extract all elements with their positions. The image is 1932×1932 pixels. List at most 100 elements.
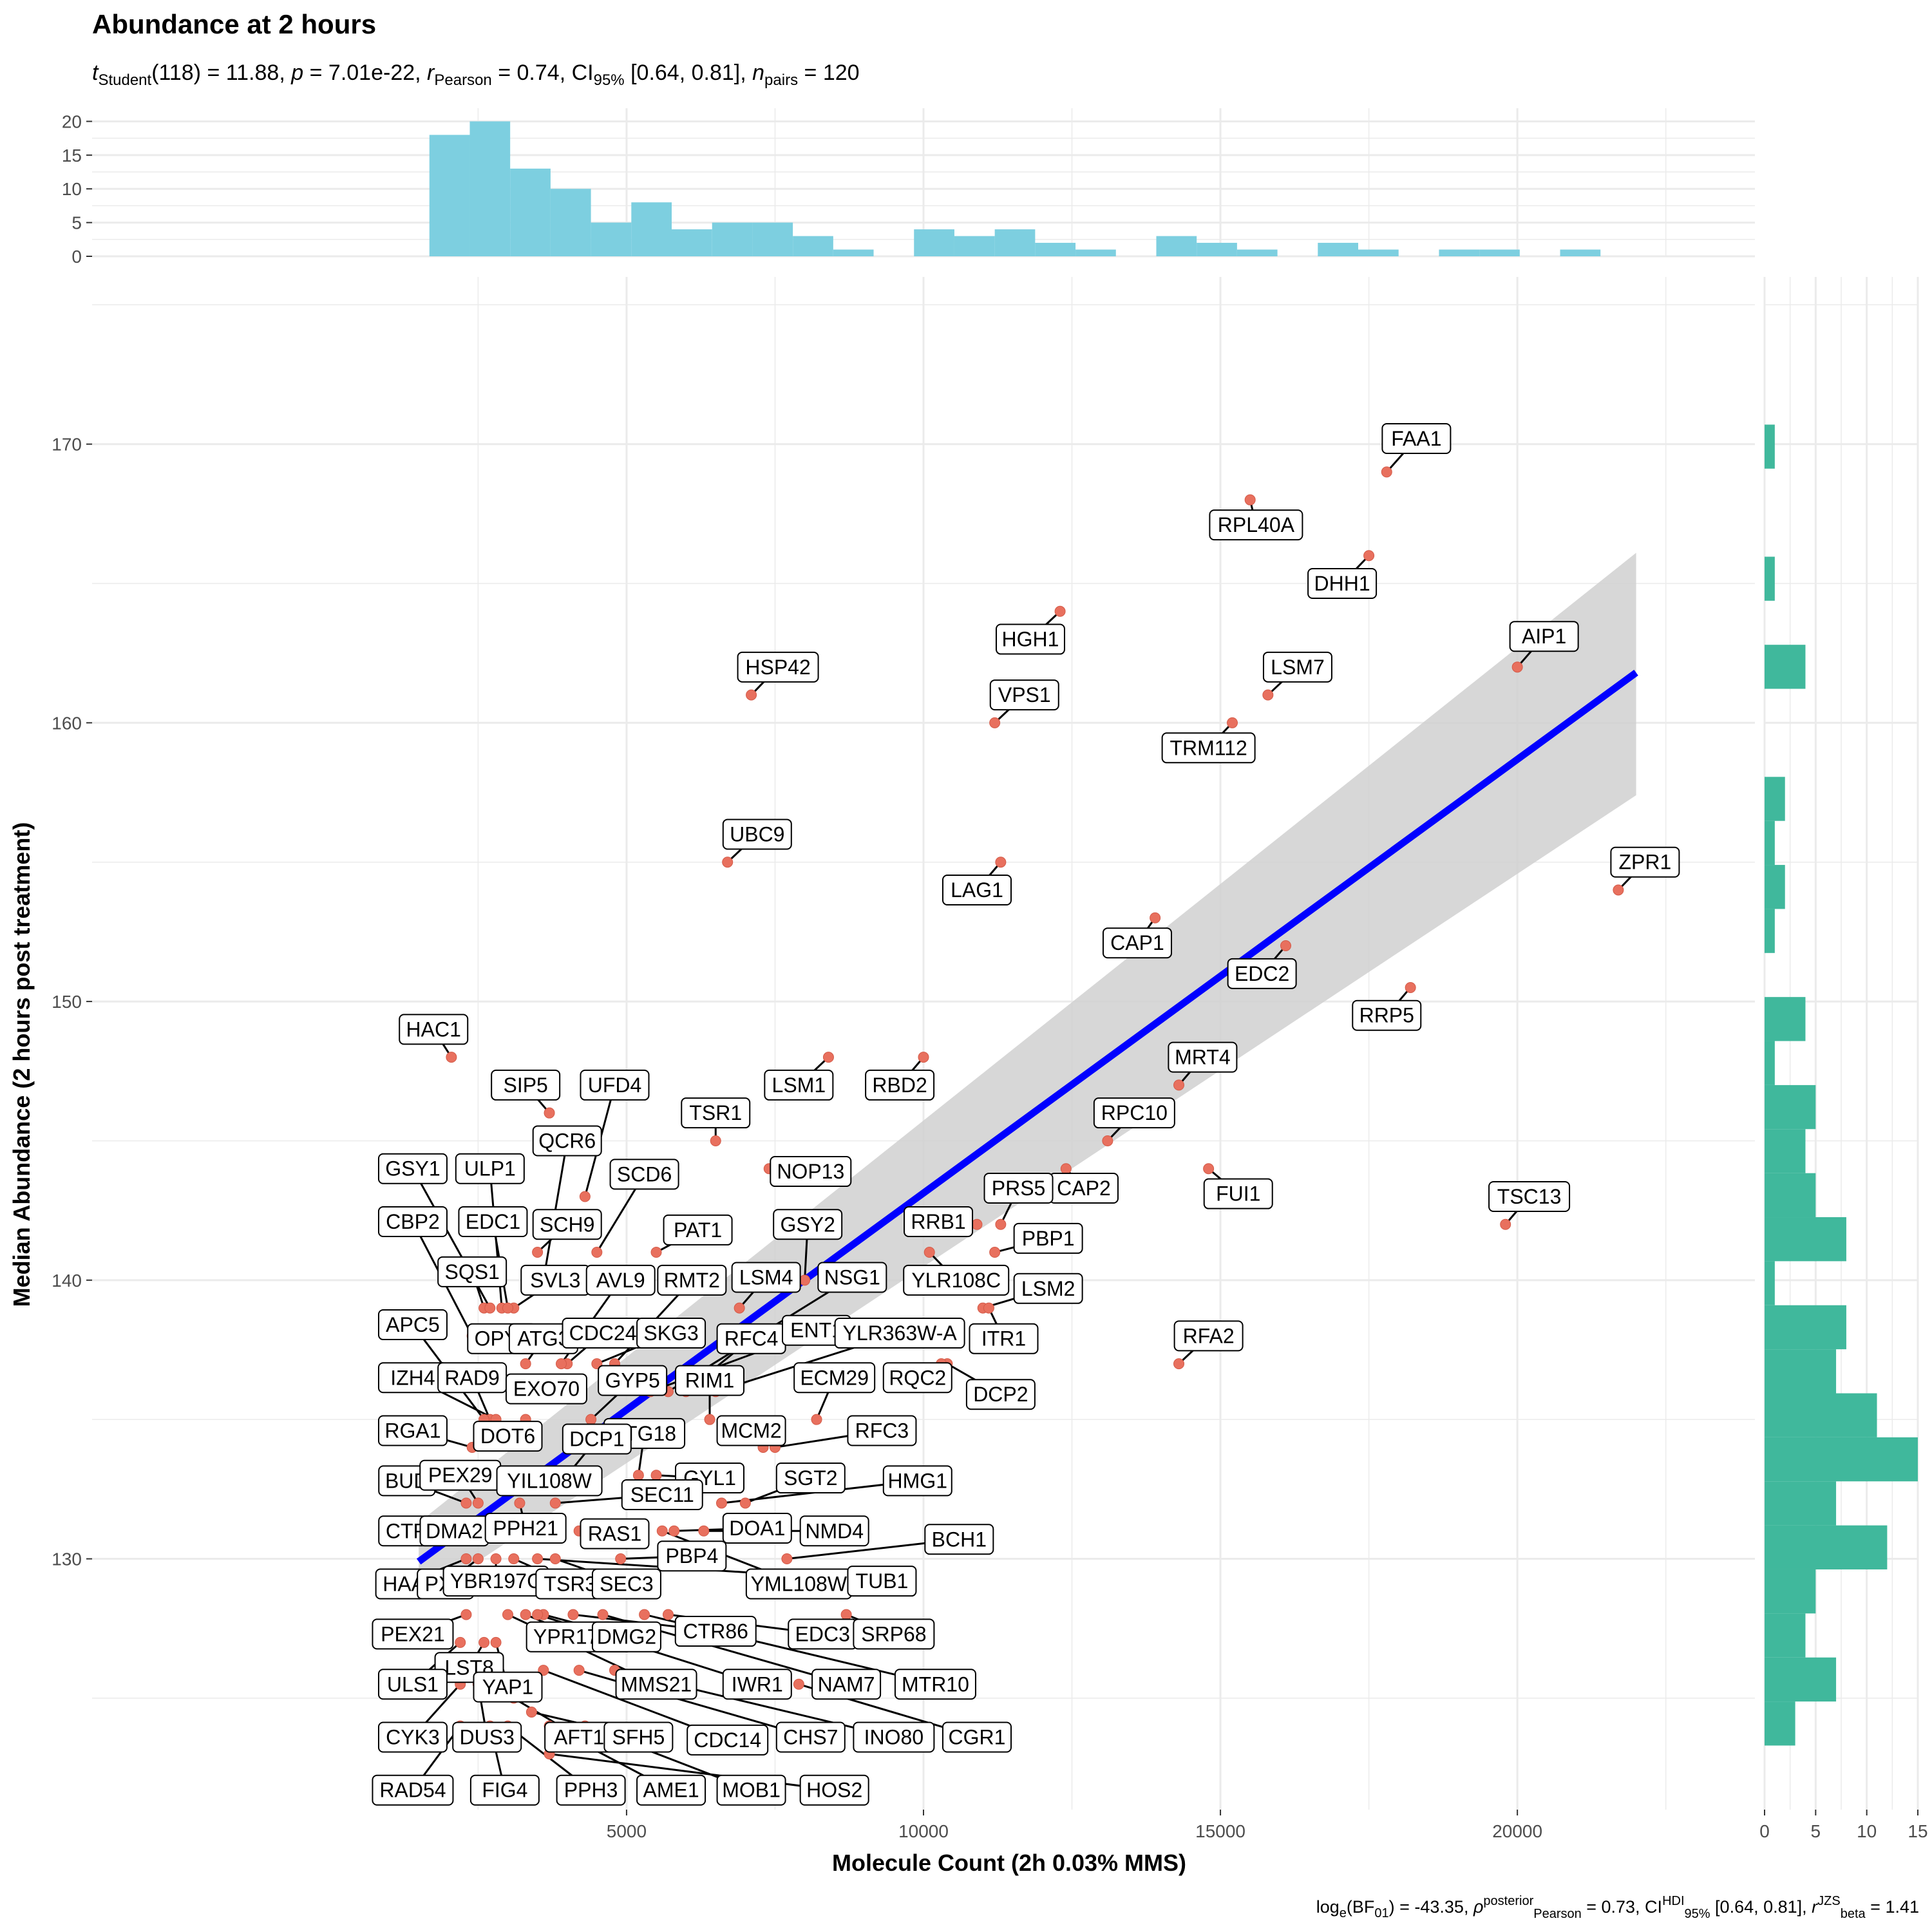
point-label: EDC1 — [458, 1206, 528, 1237]
point-label-box — [615, 1669, 697, 1700]
regression-line — [416, 670, 1638, 1565]
point-label-box — [455, 1153, 525, 1184]
point-label-box — [799, 1515, 869, 1547]
data-point — [455, 1636, 466, 1648]
point-label: SKG3 — [636, 1318, 706, 1349]
data-point — [478, 1636, 490, 1648]
point-label: SRP68 — [853, 1618, 935, 1650]
point-label-box — [372, 1618, 454, 1650]
point-label-text: CDC24 — [569, 1321, 637, 1345]
x-tick-label: 10000 — [898, 1821, 949, 1841]
point-label-box — [598, 1365, 668, 1396]
point-label-box — [591, 1621, 661, 1653]
point-label: CHS7 — [775, 1721, 846, 1753]
right-hist-bar — [1765, 1084, 1816, 1130]
point-label: PPH21 — [484, 1512, 567, 1544]
point-label-text: CAP2 — [1057, 1177, 1111, 1200]
data-point — [532, 1247, 544, 1258]
point-label-text: UBC9 — [730, 822, 784, 846]
point-label: PBP1 — [1013, 1222, 1083, 1254]
point-label: RRP5 — [1352, 999, 1422, 1031]
point-label-text: PRS5 — [992, 1177, 1046, 1200]
data-point — [446, 1052, 457, 1063]
point-label-box — [399, 1014, 469, 1045]
top-hist-bar — [510, 168, 551, 256]
point-label-text: TSC13 — [1497, 1185, 1562, 1208]
point-label-box — [1509, 621, 1579, 652]
x-tick-label: 15000 — [1195, 1821, 1245, 1841]
point-label-text: SQS1 — [444, 1260, 499, 1283]
data-point — [1102, 1135, 1113, 1146]
right-hist-bar — [1765, 1217, 1846, 1262]
point-label: PBP4 — [657, 1540, 727, 1572]
point-label: NMD4 — [799, 1515, 869, 1547]
point-label-box — [469, 1774, 540, 1806]
data-point — [632, 1470, 644, 1481]
point-label-box — [811, 1669, 882, 1700]
point-label-text: IWR1 — [732, 1672, 783, 1696]
point-label-text: DUS3 — [460, 1725, 515, 1748]
data-point — [639, 1609, 650, 1620]
point-label: TSC13 — [1488, 1181, 1571, 1212]
point-label-text: AIP1 — [1522, 625, 1566, 648]
point-label: AFT1 — [544, 1721, 614, 1753]
top-hist-bar — [1560, 249, 1601, 256]
point-label-box — [473, 1671, 543, 1703]
right-hist-bar — [1765, 865, 1785, 909]
right-hist-bar — [1765, 1569, 1816, 1614]
point-label-box — [1093, 1097, 1175, 1129]
point-label: RAD9 — [437, 1362, 507, 1394]
right-hist-bar — [1765, 1261, 1775, 1305]
top-hist-bar — [1075, 249, 1116, 256]
point-label-box — [591, 1568, 661, 1600]
data-point — [532, 1553, 544, 1565]
point-label-box — [505, 1373, 587, 1405]
point-label-text: DCP2 — [973, 1383, 1028, 1406]
point-label-text: MOB1 — [722, 1779, 781, 1802]
point-label-box — [473, 1421, 543, 1452]
point-label-text: NOP13 — [777, 1160, 844, 1183]
point-label-text: SEC3 — [600, 1572, 654, 1595]
point-label-box — [458, 1206, 528, 1237]
point-label-box — [377, 1206, 448, 1237]
point-label-box — [1013, 1273, 1083, 1304]
point-label: NAM7 — [811, 1669, 882, 1700]
point-label-text: CHS7 — [783, 1725, 838, 1748]
point-label: DMG2 — [591, 1621, 661, 1653]
point-label-box — [722, 819, 792, 850]
point-label-text: VPS1 — [998, 683, 1051, 706]
data-point — [460, 1609, 472, 1620]
point-label-box — [636, 1774, 706, 1806]
point-label: PRS5 — [983, 1173, 1054, 1204]
point-label-box — [556, 1774, 626, 1806]
point-label: RMT2 — [657, 1264, 727, 1296]
point-label: BCH1 — [924, 1524, 994, 1555]
right-hist-bar — [1765, 424, 1775, 469]
top-hist-bar — [1197, 243, 1237, 256]
point-label: LSM4 — [731, 1262, 801, 1293]
point-label-text: LSM1 — [772, 1074, 826, 1097]
data-point — [1054, 605, 1066, 617]
point-label-text: CBP2 — [386, 1210, 440, 1233]
data-point — [811, 1414, 822, 1425]
point-label: DHH1 — [1307, 568, 1378, 599]
point-label-box — [657, 1264, 727, 1296]
point-label: SGT2 — [775, 1463, 846, 1494]
data-point — [1405, 981, 1416, 993]
data-point — [1173, 1358, 1185, 1370]
right-hist-bar — [1765, 997, 1806, 1041]
point-label: RPC10 — [1093, 1097, 1175, 1129]
x-tick-label: 20000 — [1492, 1821, 1542, 1841]
top-hist-bar — [429, 135, 470, 256]
point-label-box — [377, 1669, 448, 1700]
data-point — [591, 1247, 603, 1258]
data-point — [710, 1135, 721, 1146]
point-label: ECM29 — [793, 1362, 876, 1394]
data-point — [1173, 1079, 1185, 1091]
point-label-box — [942, 1721, 1012, 1753]
point-label-text: PAT1 — [674, 1218, 722, 1242]
point-label-text: EDC3 — [795, 1622, 850, 1645]
point-label-box — [377, 1721, 448, 1753]
point-label-box — [799, 1774, 869, 1806]
point-label-text: SKG3 — [643, 1321, 698, 1345]
